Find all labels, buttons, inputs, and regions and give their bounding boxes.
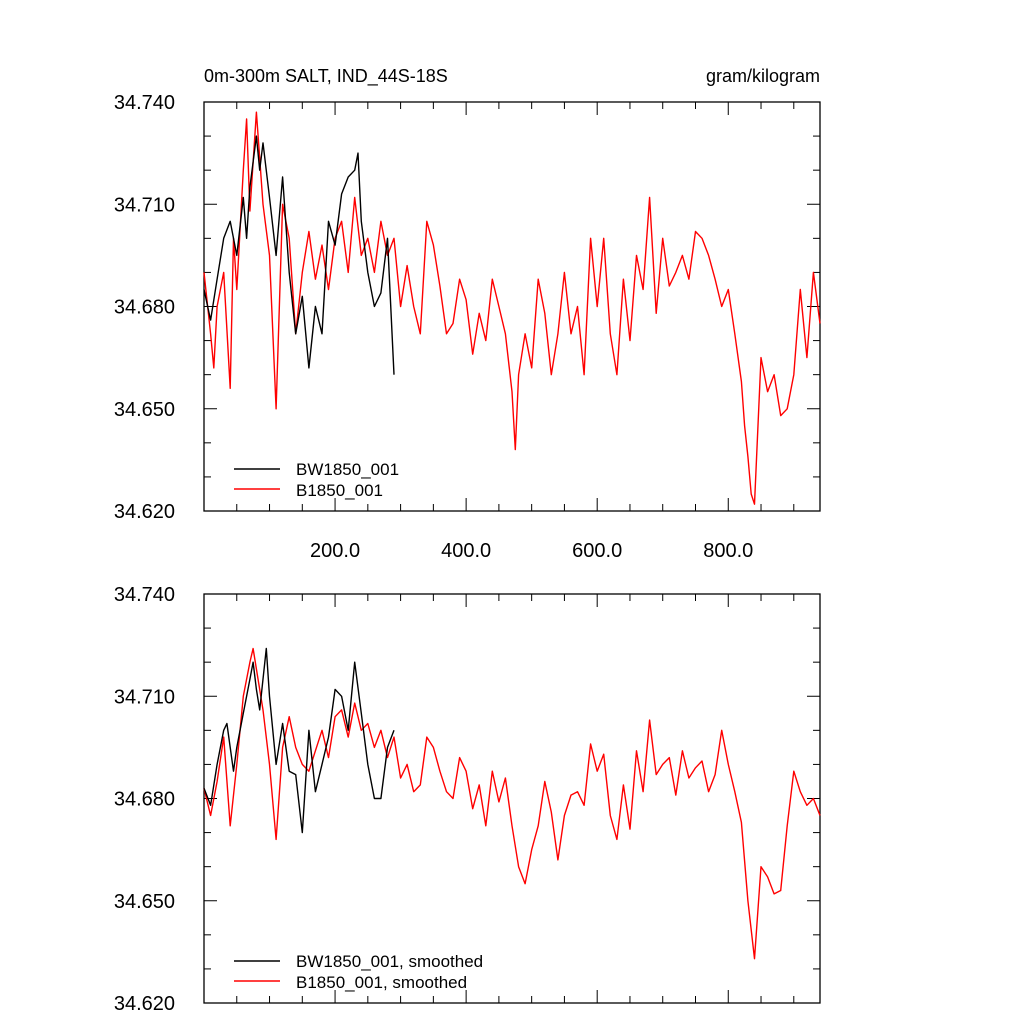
- y-tick-label: 34.740: [114, 584, 175, 606]
- series-line-b1850-001-smoothed: [203, 647, 821, 960]
- legend: BW1850_001 B1850_001: [234, 460, 399, 500]
- y-tick-labels: 34.620 34.650 34.680 34.710 34.740: [114, 92, 175, 523]
- x-tick-label: 200.0: [310, 540, 360, 562]
- y-tick-label: 34.620: [114, 993, 175, 1015]
- tick-marks: [204, 101, 820, 512]
- y-tick-label: 34.710: [114, 194, 175, 216]
- legend-label-bw1850: BW1850_001: [296, 460, 399, 479]
- y-tick-label: 34.620: [114, 501, 175, 523]
- y-tick-label: 34.650: [114, 399, 175, 421]
- x-tick-label: 600.0: [572, 540, 622, 562]
- chart-title: 0m-300m SALT, IND_44S-18S: [204, 66, 448, 87]
- legend-label-b1850: B1850_001: [296, 481, 383, 500]
- x-tick-label: 400.0: [441, 540, 491, 562]
- plot-frame: [203, 593, 821, 1004]
- y-tick-label: 34.650: [114, 891, 175, 913]
- y-tick-label: 34.680: [114, 297, 175, 319]
- series-group: [203, 111, 821, 505]
- series-line-bw1850-001: [203, 135, 395, 375]
- legend-label-b1850-smoothed: B1850_001, smoothed: [296, 973, 467, 992]
- top-panel: 0m-300m SALT, IND_44S-18S gram/kilogram …: [114, 66, 821, 562]
- x-tick-labels: 200.0 400.0 600.0 800.0: [310, 540, 753, 562]
- y-tick-labels: 34.620 34.650 34.680 34.710 34.740: [114, 584, 175, 1015]
- y-tick-label: 34.680: [114, 789, 175, 811]
- tick-marks: [204, 593, 820, 1004]
- x-tick-label: 800.0: [703, 540, 753, 562]
- legend-label-bw1850-smoothed: BW1850_001, smoothed: [296, 952, 483, 971]
- y-tick-label: 34.710: [114, 686, 175, 708]
- bottom-panel: 34.620 34.650 34.680 34.710 34.740 BW1850_00…: [114, 584, 821, 1015]
- y-tick-label: 34.740: [114, 92, 175, 114]
- legend: BW1850_001, smoothed B1850_001, smoothed: [234, 952, 483, 992]
- series-line-bw1850-001-smoothed: [203, 647, 395, 834]
- units-label: gram/kilogram: [706, 66, 820, 86]
- series-group: [203, 647, 821, 960]
- plot-frame: [203, 101, 821, 512]
- series-line-b1850-001: [203, 111, 821, 505]
